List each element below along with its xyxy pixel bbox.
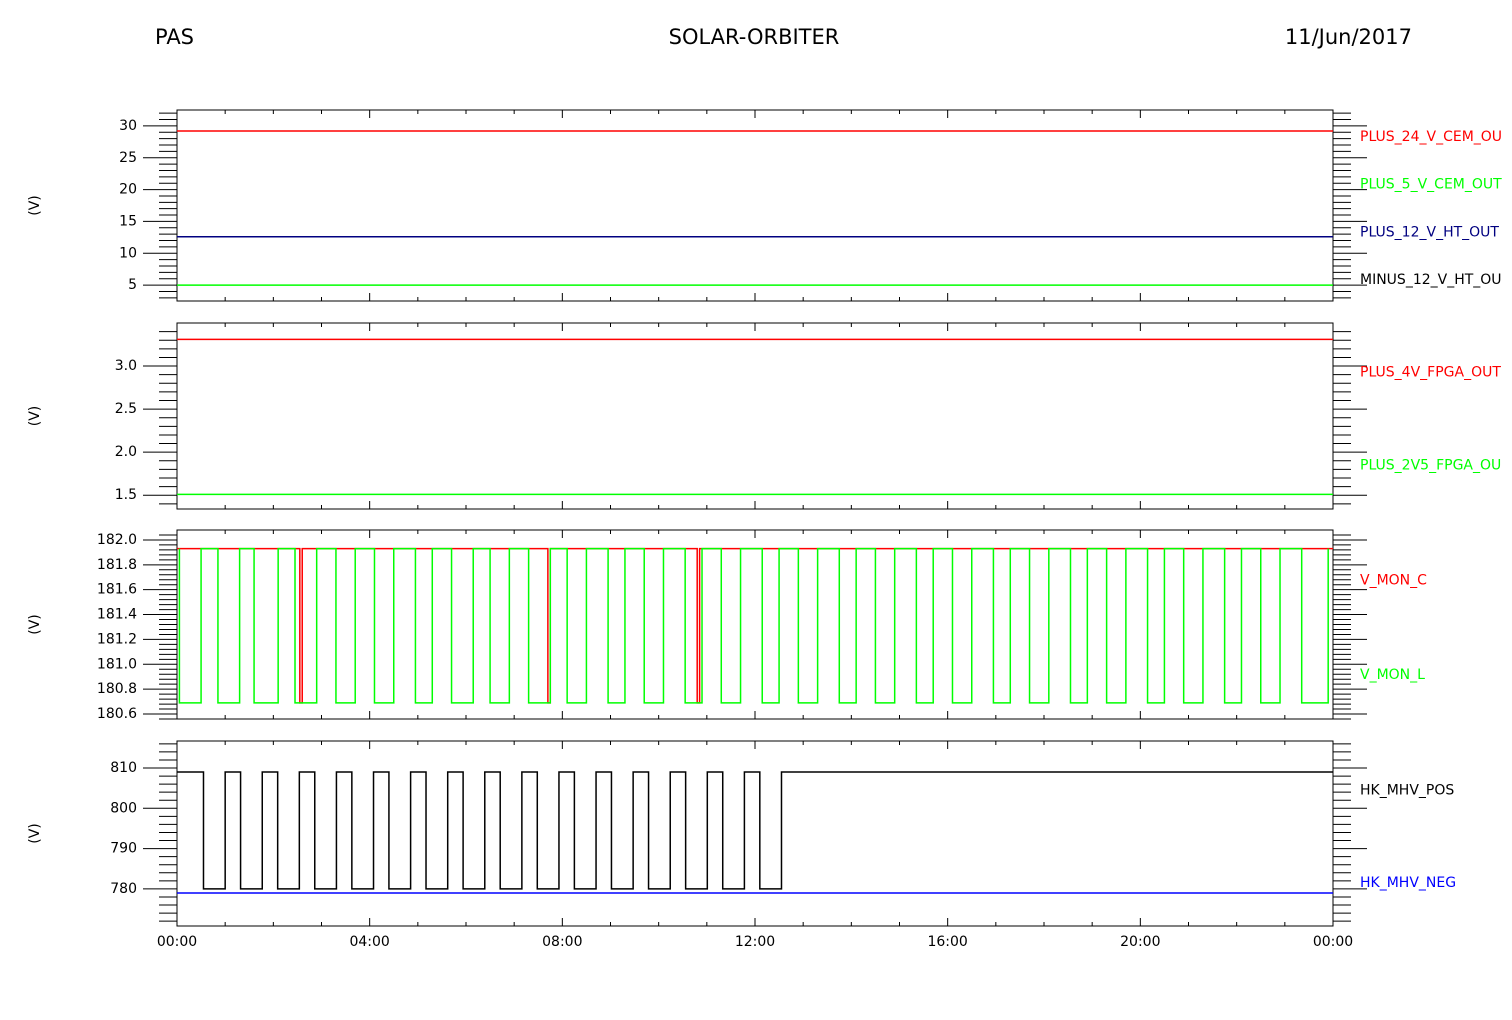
legend-label: V_MON_L: [1360, 667, 1425, 683]
series-line: [177, 547, 1333, 704]
y-axis-label: (V): [27, 406, 43, 427]
y-tick-label: 181.4: [97, 607, 137, 623]
header-title: SOLAR-ORBITER: [669, 25, 840, 49]
legend-label: PLUS_4V_FPGA_OUT: [1360, 365, 1501, 381]
y-tick-label: 10: [119, 245, 137, 261]
x-tick-label: 00:00: [1313, 934, 1353, 950]
y-tick-label: 780: [110, 881, 137, 897]
y-tick-label: 810: [110, 760, 137, 776]
y-tick-label: 182.0: [97, 532, 137, 548]
y-tick-label: 181.8: [97, 557, 137, 573]
legend-label: HK_MHV_POS: [1360, 782, 1454, 798]
y-tick-label: 2.5: [115, 401, 137, 417]
y-tick-label: 180.8: [97, 681, 137, 697]
y-tick-label: 181.0: [97, 656, 137, 672]
legend-label: HK_MHV_NEG: [1360, 875, 1456, 891]
y-tick-label: 790: [110, 841, 137, 857]
x-tick-label: 16:00: [927, 934, 967, 950]
series-group: [177, 338, 1333, 496]
x-tick-label: 00:00: [157, 934, 197, 950]
y-tick-label: 181.6: [97, 582, 137, 598]
y-tick-label: 3.0: [115, 358, 137, 374]
y-tick-label: 1.5: [115, 487, 137, 503]
y-tick-label: 20: [119, 182, 137, 198]
y-tick-label: 25: [119, 150, 137, 166]
series-group: [177, 771, 1333, 894]
series-group: [177, 547, 1333, 704]
x-tick-label: 20:00: [1120, 934, 1160, 950]
series-line: [177, 771, 1333, 890]
y-tick-label: 800: [110, 800, 137, 816]
series-line: [178, 547, 1329, 704]
y-tick-label: 181.2: [97, 631, 137, 647]
y-tick-label: 30: [119, 118, 137, 134]
y-axis-label: (V): [27, 614, 43, 635]
y-axis-label: (V): [27, 823, 43, 844]
y-tick-label: 5: [128, 277, 137, 293]
x-tick-label: 04:00: [349, 934, 389, 950]
y-axis-label: (V): [27, 195, 43, 216]
x-tick-label: 08:00: [542, 934, 582, 950]
plot-frame: [176, 109, 1334, 302]
header-date: 11/Jun/2017: [1285, 25, 1412, 49]
legend-label: PLUS_2V5_FPGA_OU: [1360, 458, 1501, 474]
legend-label: PLUS_5_V_CEM_OUT: [1360, 177, 1502, 193]
plot-frame: [176, 322, 1334, 510]
plot-frame: [176, 740, 1334, 927]
legend-label: PLUS_24_V_CEM_OU: [1360, 129, 1502, 145]
legend-label: MINUS_12_V_HT_OU: [1360, 272, 1502, 288]
y-tick-label: 180.6: [97, 706, 137, 722]
legend-label: PLUS_12_V_HT_OUT: [1360, 224, 1499, 240]
y-tick-label: 15: [119, 213, 137, 229]
header-left: PAS: [155, 25, 194, 49]
legend-label: V_MON_C: [1360, 572, 1427, 588]
plot-frame: [176, 529, 1334, 720]
x-tick-label: 12:00: [735, 934, 775, 950]
y-tick-label: 2.0: [115, 444, 137, 460]
series-group: [177, 130, 1333, 286]
